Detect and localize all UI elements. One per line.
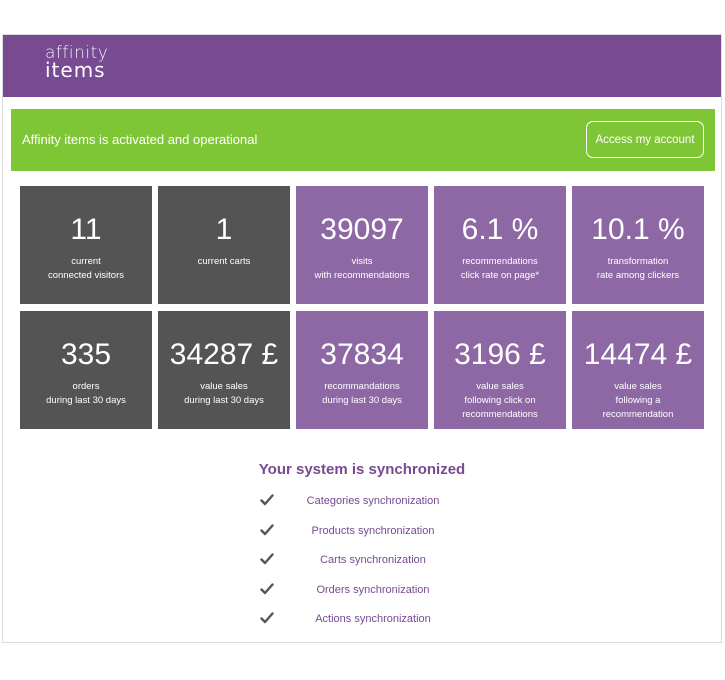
stat-value: 1	[215, 213, 233, 246]
check-icon	[260, 523, 274, 535]
stat-tile-orders: 335 orders during last 30 days	[20, 311, 152, 429]
stat-value: 39097	[320, 213, 404, 246]
stat-tile-value-sales: 34287 £ value sales during last 30 days	[158, 311, 290, 429]
stat-tile-connected-visitors: 11 current connected visitors	[20, 186, 152, 304]
stat-label: recommandations	[324, 381, 400, 392]
stat-label: during last 30 days	[184, 395, 264, 406]
stat-label: during last 30 days	[322, 395, 402, 406]
stat-value: 34287 £	[169, 338, 279, 371]
stat-label: value sales	[476, 381, 524, 392]
stat-tile-current-carts: 1 current carts	[158, 186, 290, 304]
stat-value: 10.1 %	[591, 213, 685, 246]
stat-label: rate among clickers	[596, 270, 680, 281]
stat-tile-visits-with-recommendations: 39097 visits with recommendations	[296, 186, 428, 304]
header-bar: affinity items	[3, 35, 721, 97]
stat-value: 37834	[320, 338, 404, 371]
stat-label: current carts	[197, 256, 251, 267]
stat-label: following a	[615, 395, 661, 406]
stat-label: visits	[351, 256, 373, 267]
stat-label: connected visitors	[47, 270, 125, 281]
list-item: Products synchronization	[3, 523, 721, 553]
stat-tile-recommendations-count: 37834 recommandations during last 30 day…	[296, 311, 428, 429]
plugin-panel: affinity items Affinity items is activat…	[2, 34, 722, 643]
stat-label: during last 30 days	[46, 395, 126, 406]
stat-value: 14474 £	[583, 338, 693, 371]
list-item: Categories synchronization	[3, 493, 721, 523]
stat-label: following click on	[464, 395, 536, 406]
stat-label: with recommendations	[314, 270, 410, 281]
list-item: Carts synchronization	[3, 552, 721, 582]
sync-label-carts: Carts synchronization	[320, 554, 426, 566]
logo-line-1: affinity	[45, 43, 109, 63]
stat-tile-sales-after-click: 3196 £ value sales following click on re…	[434, 311, 566, 429]
stat-value: 335	[60, 338, 112, 371]
stat-label: click rate on page*	[460, 270, 540, 281]
stat-value: 6.1 %	[461, 213, 539, 246]
sync-label-products: Products synchronization	[311, 524, 435, 537]
stat-value: 11	[70, 213, 102, 246]
stat-label: recommendations	[462, 409, 538, 420]
stat-tile-transformation-rate: 10.1 % transformation rate among clicker…	[572, 186, 704, 304]
sync-label-actions: Actions synchronization	[315, 613, 431, 625]
sync-list: Categories synchronization Products sync…	[3, 493, 721, 641]
check-icon	[260, 553, 274, 565]
sync-status-title: Your system is synchronized	[258, 461, 466, 478]
logo-line-2: items	[45, 58, 106, 82]
stat-tile-sales-after-recommendation: 14474 £ value sales following a recommen…	[572, 311, 704, 429]
status-text: Affinity items is activated and operatio…	[22, 132, 258, 147]
sync-label-orders: Orders synchronization	[316, 583, 430, 596]
stat-label: recommendation	[602, 409, 674, 420]
stats-grid: 11 current connected visitors 1 current …	[20, 186, 704, 429]
list-item: Orders synchronization	[3, 582, 721, 612]
stat-label: value sales	[614, 381, 662, 392]
check-icon	[260, 612, 274, 624]
check-icon	[260, 494, 274, 506]
access-account-button[interactable]: Access my account	[586, 121, 704, 158]
stat-label: value sales	[200, 381, 248, 392]
stat-label: orders	[72, 381, 100, 392]
affinity-items-logo: affinity items	[45, 43, 109, 82]
status-banner: Affinity items is activated and operatio…	[11, 109, 715, 171]
check-icon	[260, 582, 274, 594]
stat-label: transformation	[607, 256, 669, 267]
sync-label-categories: Categories synchronization	[306, 495, 440, 507]
stat-tile-click-rate: 6.1 % recommendations click rate on page…	[434, 186, 566, 304]
stat-value: 3196 £	[454, 338, 546, 371]
list-item: Actions synchronization	[3, 611, 721, 641]
stat-label: current	[71, 256, 101, 267]
stat-label: recommendations	[462, 256, 538, 267]
